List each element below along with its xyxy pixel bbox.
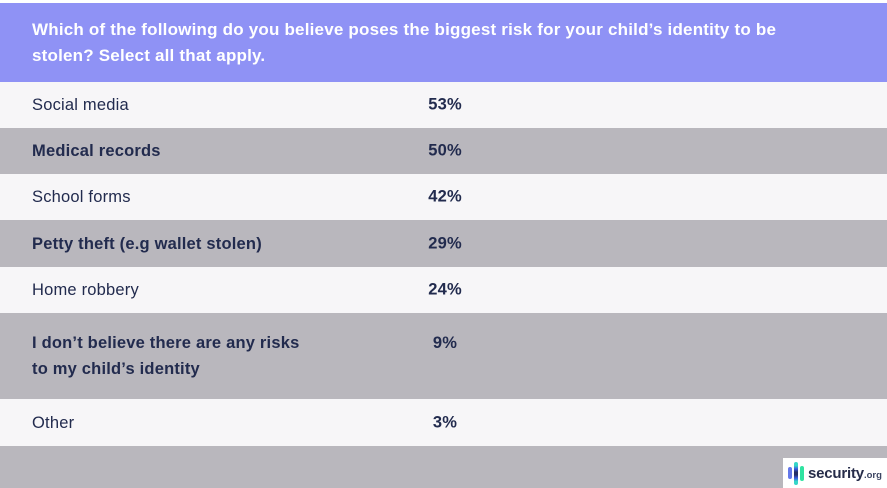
table-row: Social media 53% [0,82,887,128]
table-row: Other 3% [0,399,887,446]
securityorg-logo: security .org [783,458,887,488]
question-text-line2: stolen? Select all that apply. [32,46,266,65]
table-row: Petty theft (e.g wallet stolen) 29% [0,220,887,267]
table-row: I don’t believe there are any risks to m… [0,313,887,399]
row-label: Home robbery [32,281,139,299]
row-label: School forms [32,188,131,206]
brand-text: security .org [808,465,882,482]
row-label: I don’t believe there are any risks to m… [32,334,300,378]
row-value: 3% [432,413,458,431]
row-value: 24% [428,280,462,299]
footer-bar: security .org [0,446,887,488]
securityorg-bars-icon [788,461,804,485]
row-value: 53% [428,95,462,114]
row-value: 50% [428,141,462,160]
row-label: Petty theft (e.g wallet stolen) [32,234,262,253]
row-value: 42% [428,187,462,206]
row-label: Social media [32,96,129,114]
brand-tld: .org [863,469,882,481]
table-row: Medical records 50% [0,128,887,174]
question-text-line1: Which of the following do you believe po… [32,20,777,39]
question-header: Which of the following do you believe po… [0,3,887,82]
table-row: School forms 42% [0,174,887,220]
results-table: Social media 53% Medical records 50% Sch… [0,82,887,446]
row-label: Medical records [32,142,161,160]
row-label: Other [32,413,75,432]
row-value: 29% [428,234,462,252]
survey-results-card: Which of the following do you believe po… [0,3,887,488]
row-value: 9% [432,334,458,352]
brand-name: security [808,464,864,482]
table-row: Home robbery 24% [0,267,887,313]
